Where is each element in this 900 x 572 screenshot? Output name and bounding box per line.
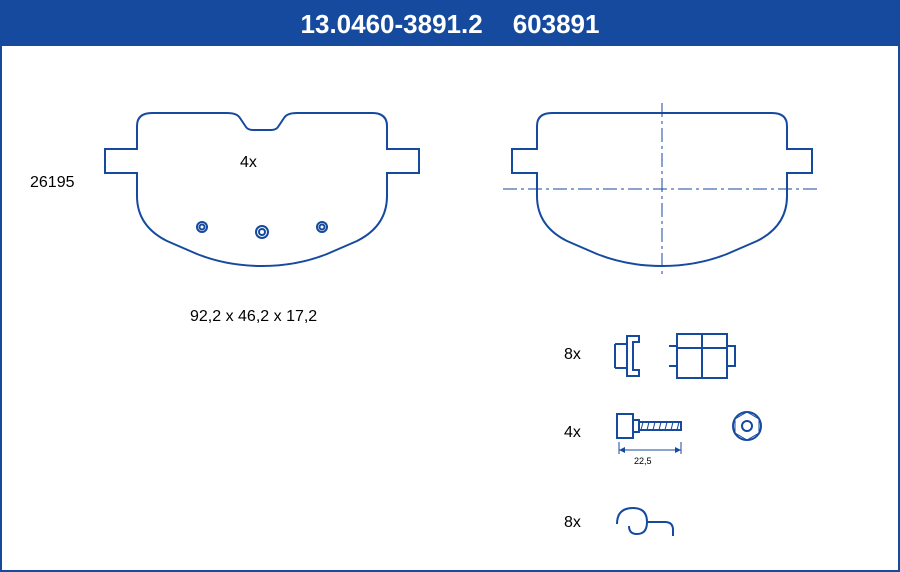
clip-drawing: [607, 326, 787, 386]
left-code-label: 26195: [30, 174, 75, 192]
part-number-primary: 13.0460-3891.2: [301, 9, 483, 40]
brake-pad-right-drawing: [497, 101, 827, 281]
brake-pad-left-drawing: [97, 101, 427, 281]
bolt-qty-label: 4x: [564, 424, 581, 442]
spring-qty-label: 8x: [564, 514, 581, 532]
part-number-secondary: 603891: [513, 9, 600, 40]
spring-drawing: [607, 496, 787, 551]
dimensions-label: 92,2 x 46,2 x 17,2: [190, 308, 317, 326]
bolt-dim-label: 22,5: [634, 456, 652, 466]
pad-qty-label: 4x: [240, 154, 257, 172]
diagram-area: 26195 4x 92,2 x 46,2 x 17,2 8x 4x 8x 22,…: [2, 46, 898, 570]
header-bar: 13.0460-3891.2 603891: [2, 2, 898, 46]
clip-qty-label: 8x: [564, 346, 581, 364]
